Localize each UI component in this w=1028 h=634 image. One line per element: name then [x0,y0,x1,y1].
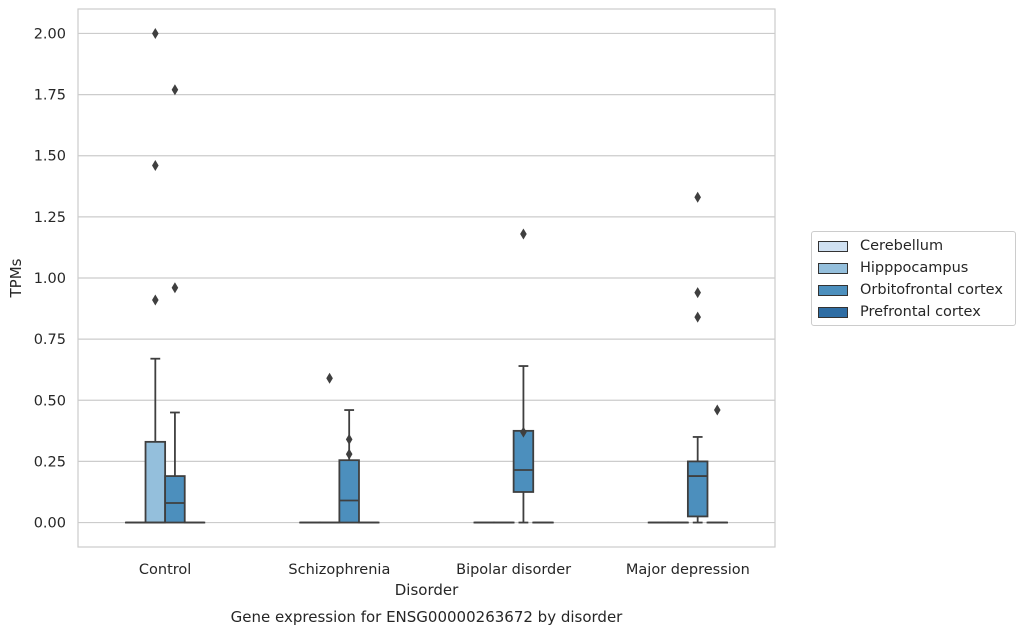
x-tick-label: Schizophrenia [288,562,390,578]
outlier-point [152,160,159,172]
x-tick-label: Bipolar disorder [456,562,571,578]
outlier-point [694,191,701,203]
x-axis-label: Disorder [395,581,459,599]
outlier-point [520,426,527,438]
legend-item-prefrontal-cortex: Prefrontal cortex [818,302,981,322]
y-tick-label: 1.50 [34,149,66,165]
outlier-point [152,27,159,39]
y-tick-label: 1.25 [34,210,66,226]
legend-swatch [818,262,848,274]
outlier-point [171,282,179,294]
y-axis-label: TPMs [7,258,25,298]
legend-swatch [818,306,848,318]
chart-title: Gene expression for ENSG00000263672 by d… [231,608,624,626]
outlier-point [694,287,701,299]
legend-swatch [818,240,848,252]
box-3 [512,228,535,524]
outlier-point [152,294,159,306]
x-tick-labels: Control Schizophrenia Bipolar disorder Majo… [139,562,750,578]
legend-label: Prefrontal cortex [860,304,981,320]
legend-item-cerebellum: Cerebellum [818,236,943,256]
legend-item-hippocampus: Hipppocampus [818,258,968,278]
box-2 [144,27,167,524]
box-3 [686,191,709,524]
box-body [686,460,709,518]
legend-label: Orbitofrontal cortex [860,282,1003,298]
y-tick-labels: 0.00 0.25 0.50 0.75 1.00 1.25 1.50 1.75 2.00 [34,26,66,531]
x-tick-label: Major depression [626,562,750,578]
box-3 [164,84,186,524]
box-body [164,475,186,524]
outlier-point [694,311,701,323]
gridlines [78,32,775,524]
legend-label: Cerebellum [860,238,944,254]
plot-frame [77,8,776,548]
outlier-point [520,228,527,240]
box-body [338,459,360,524]
legend-item-orbitofrontal-cortex: Orbitofrontal cortex [818,280,1003,300]
boxes [125,27,728,524]
y-tick-label: 1.75 [34,88,66,104]
box-4 [706,404,728,524]
y-tick-label: 0.00 [34,516,66,532]
box-2 [318,372,341,524]
outlier-point [345,433,353,445]
outlier-point [171,84,179,96]
box-body [512,429,535,493]
box-body [144,440,167,524]
y-tick-label: 0.75 [34,332,66,348]
x-tick-label: Control [139,562,191,578]
y-tick-label: 0.50 [34,393,66,409]
outlier-point [326,372,333,384]
y-tick-label: 0.25 [34,454,66,470]
legend-swatch [818,284,848,296]
y-tick-label: 2.00 [34,26,66,42]
legend-label: Hipppocampus [860,260,969,276]
outlier-point [713,404,721,416]
y-tick-label: 1.00 [34,271,66,287]
box-3 [338,409,360,524]
outlier-point [345,448,353,460]
legend: Cerebellum Hipppocampus Orbitofrontal co… [811,231,1016,326]
